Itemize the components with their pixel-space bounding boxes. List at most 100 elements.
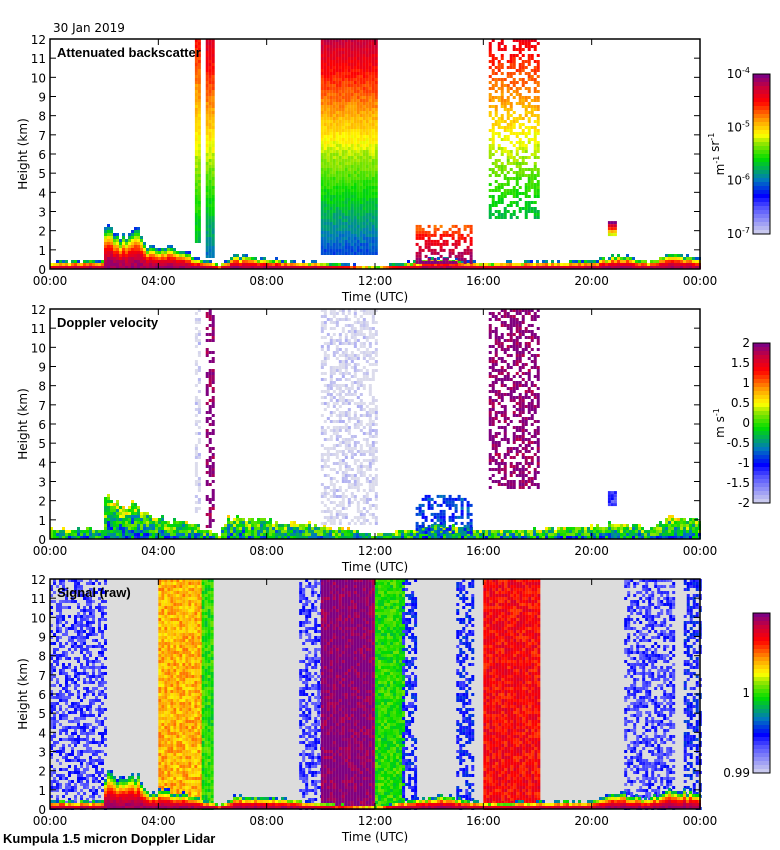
cell	[323, 129, 327, 132]
cell	[248, 530, 251, 533]
cell	[211, 327, 215, 330]
cell	[245, 254, 248, 257]
cell	[68, 536, 71, 539]
cell	[332, 165, 336, 168]
cell	[677, 527, 680, 530]
cell	[344, 462, 348, 465]
cell	[302, 536, 305, 539]
cell	[356, 57, 360, 60]
cell	[368, 171, 372, 174]
cell	[359, 162, 363, 165]
cell	[197, 501, 201, 504]
cell	[509, 533, 512, 536]
cell	[347, 263, 350, 266]
cell	[236, 533, 239, 536]
cell	[362, 42, 366, 45]
cell	[323, 198, 327, 201]
cell	[332, 522, 336, 525]
cell	[164, 536, 167, 539]
cell	[512, 156, 516, 159]
y-tick-label: 9	[38, 91, 46, 105]
feature-convective-plumes-14	[415, 224, 473, 264]
cell	[353, 126, 357, 129]
cell	[134, 533, 137, 536]
cell	[473, 266, 476, 269]
cell	[692, 527, 695, 530]
cell	[197, 144, 201, 147]
cell	[182, 527, 185, 530]
cell	[353, 530, 356, 533]
cell	[134, 524, 137, 527]
cell	[575, 260, 578, 263]
cell	[326, 527, 329, 530]
cell	[365, 249, 369, 252]
cell	[341, 471, 345, 474]
cell	[353, 51, 357, 54]
cell	[415, 224, 419, 228]
cell	[512, 266, 515, 269]
cell	[695, 524, 698, 527]
cell	[554, 266, 557, 269]
cell	[341, 474, 345, 477]
cell	[314, 524, 317, 527]
cell	[110, 506, 113, 509]
cell	[359, 111, 363, 114]
cell	[689, 530, 692, 533]
cell	[104, 512, 107, 515]
cell	[191, 530, 194, 533]
cell	[617, 266, 620, 269]
cell	[323, 516, 327, 519]
cell	[341, 450, 345, 453]
cell	[205, 45, 209, 48]
cell	[338, 441, 342, 444]
cell	[461, 263, 464, 266]
cell	[434, 263, 437, 266]
cell	[353, 78, 357, 81]
cell	[194, 336, 198, 339]
cell	[644, 260, 647, 263]
cell	[211, 141, 215, 144]
cell	[323, 321, 327, 324]
cell	[161, 254, 164, 257]
cell	[593, 530, 596, 533]
cell	[557, 263, 560, 266]
cell	[338, 177, 342, 180]
cell	[131, 230, 134, 233]
cell	[533, 78, 537, 81]
cell	[374, 60, 378, 63]
cell	[302, 266, 305, 269]
cell	[362, 249, 366, 252]
cell	[143, 266, 146, 269]
cell	[575, 536, 578, 539]
cell	[656, 266, 659, 269]
cell	[197, 390, 201, 393]
cell	[341, 216, 345, 219]
cell	[626, 533, 629, 536]
cell	[368, 45, 372, 48]
cell	[260, 518, 263, 521]
cell	[257, 266, 260, 269]
cell	[356, 225, 360, 228]
cell	[521, 81, 525, 84]
cell	[371, 87, 375, 90]
cell	[113, 533, 116, 536]
cell	[418, 257, 422, 261]
cell	[287, 263, 290, 266]
cell	[524, 39, 528, 42]
feature-boundary-layer	[50, 494, 701, 539]
cell	[365, 204, 369, 207]
cell	[533, 153, 537, 156]
cell	[506, 210, 510, 213]
cell	[365, 123, 369, 126]
cell	[338, 60, 342, 63]
cell	[536, 216, 540, 219]
cell	[194, 105, 198, 108]
cell	[350, 45, 354, 48]
cell	[335, 462, 339, 465]
cell	[329, 165, 333, 168]
cell	[122, 521, 125, 524]
cell	[293, 263, 296, 266]
cell	[332, 66, 336, 69]
cell	[50, 536, 53, 539]
cell	[329, 513, 333, 516]
